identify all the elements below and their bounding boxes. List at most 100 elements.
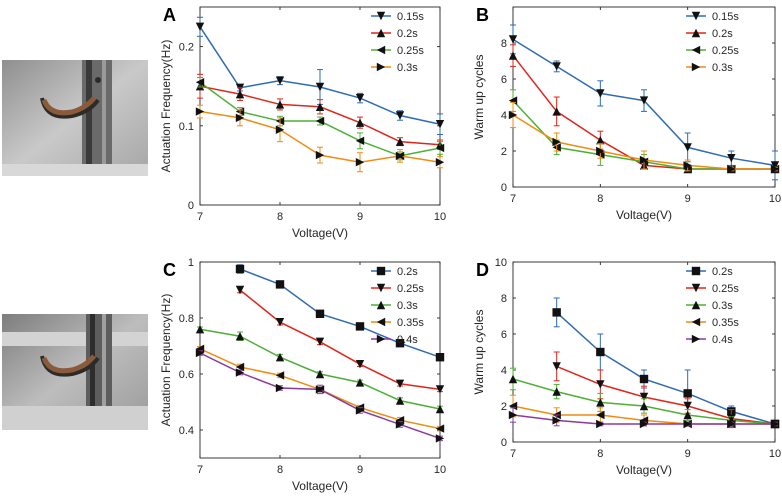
legend-entry: 0.2s: [397, 266, 418, 278]
legend-entry: 0.35s: [712, 317, 739, 329]
data-point: [727, 419, 736, 429]
series-0_15s: [508, 24, 780, 181]
x-tick-label: 9: [357, 464, 363, 476]
y-axis-label: Actuation Frequency(Hz): [159, 40, 173, 173]
legend-marker: [691, 317, 701, 327]
data-point: [639, 419, 649, 429]
x-tick-label: 10: [434, 464, 446, 476]
panel-label-c: C: [163, 260, 176, 280]
data-point: [235, 285, 245, 295]
y-tick-label: 0.6: [179, 369, 194, 381]
data-point: [683, 161, 692, 170]
series-line: [239, 268, 441, 358]
data-point: [552, 416, 561, 425]
data-point: [435, 143, 445, 153]
data-point: [355, 406, 365, 415]
data-point: [355, 93, 365, 103]
legend-entry: 0.15s: [397, 11, 424, 23]
data-point: [315, 309, 325, 318]
y-tick-label: 0: [501, 182, 507, 194]
data-point: [552, 387, 561, 396]
legend: 0.15s 0.2s 0.25s 0.3s: [686, 11, 739, 74]
chart-panel-c: 7 8 9 10 0.4 0.6 0.8 1 Voltage(V) Actuation Frequ…: [159, 257, 446, 493]
data-point: [596, 89, 605, 98]
data-point: [355, 158, 365, 167]
data-point: [235, 89, 245, 99]
x-tick-label: 9: [357, 211, 363, 223]
data-point: [235, 113, 245, 123]
legend-entry: 0.25s: [397, 45, 424, 57]
data-point: [683, 143, 692, 152]
series-0_3s: [508, 101, 780, 174]
data-point: [395, 339, 405, 348]
data-point: [395, 420, 405, 429]
data-point: [315, 369, 325, 379]
data-point: [235, 368, 245, 377]
data-point: [596, 398, 605, 407]
data-point: [395, 416, 405, 425]
legend-marker: [691, 300, 701, 310]
y-tick-label: 8: [501, 293, 507, 305]
data-point: [195, 348, 205, 358]
series-0_2s: [552, 297, 780, 429]
legend-entry: 0.2s: [712, 266, 733, 278]
y-tick-label: 0: [501, 437, 507, 449]
series-line: [556, 365, 776, 425]
data-point: [435, 353, 445, 362]
data-point: [275, 125, 285, 134]
actuator-photo-top: [2, 60, 148, 176]
data-point: [315, 385, 325, 394]
legend-entry: 0.2s: [397, 28, 418, 40]
y-axis-label: Actuation Frequency(Hz): [159, 294, 173, 427]
data-point: [508, 35, 518, 44]
legend-marker: [376, 317, 386, 327]
legend-marker: [376, 62, 386, 72]
data-point: [552, 137, 561, 147]
data-point: [315, 102, 325, 111]
legend-entry: 0.25s: [712, 45, 739, 57]
y-tick-label: 2: [501, 401, 507, 413]
data-point: [596, 419, 605, 429]
data-point: [596, 146, 605, 156]
data-point: [770, 164, 780, 174]
data-point: [435, 434, 445, 443]
data-point: [596, 347, 605, 357]
y-tick-label: 0.1: [179, 121, 194, 133]
data-point: [727, 164, 736, 174]
x-tick-label: 7: [197, 211, 203, 223]
x-tick-label: 8: [597, 448, 603, 460]
data-point: [195, 22, 205, 31]
x-tick-label: 7: [510, 448, 516, 460]
legend-entry: 0.4s: [712, 334, 733, 346]
data-point: [275, 280, 285, 289]
legend-entry: 0.25s: [397, 283, 424, 295]
data-point: [508, 110, 518, 120]
data-point: [639, 96, 649, 105]
data-point: [275, 100, 285, 109]
series-0_25s: [235, 285, 445, 394]
x-axis-label: Voltage(V): [292, 226, 348, 240]
y-axis-label: Warm up cycles: [472, 55, 486, 140]
legend-marker: [691, 334, 701, 344]
data-point: [235, 362, 245, 372]
data-point: [683, 389, 692, 398]
data-point: [552, 107, 561, 116]
data-point: [315, 82, 325, 92]
legend-marker: [376, 45, 386, 55]
legend: 0.2s 0.25s 0.3s 0.35s 0.4s: [371, 266, 424, 346]
data-point: [355, 136, 365, 146]
data-point: [315, 150, 325, 160]
legend-entry: 0.3s: [397, 62, 418, 74]
series-line: [239, 289, 441, 391]
x-tick-label: 8: [277, 211, 283, 223]
legend-marker: [376, 266, 386, 276]
data-point: [355, 360, 365, 369]
data-point: [508, 51, 518, 60]
x-tick-label: 7: [197, 464, 203, 476]
series-0_4s: [195, 348, 445, 443]
panel-label-a: A: [163, 5, 176, 25]
data-point: [275, 353, 285, 362]
y-tick-label: 6: [501, 329, 507, 341]
x-axis-label: Voltage(V): [292, 479, 348, 493]
x-tick-label: 10: [769, 448, 781, 460]
